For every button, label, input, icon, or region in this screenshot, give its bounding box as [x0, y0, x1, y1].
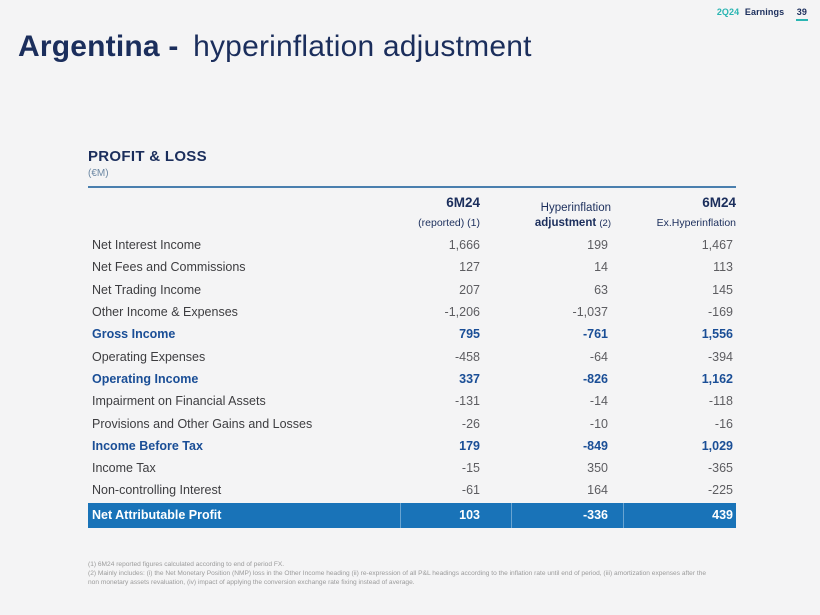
table-rows: Net Interest Income 1,666 199 1,467 Net Fees… [88, 234, 736, 528]
column-divider [400, 502, 401, 528]
row-value: 14 [594, 260, 608, 275]
column-header-adjustment: Hyperinflation adjustment (2) [480, 188, 611, 234]
column-header-reported-line2: (reported) (1) [418, 217, 480, 229]
row-label: Provisions and Other Gains and Losses [92, 416, 313, 431]
row-value: 113 [713, 260, 733, 275]
table-top-rule [88, 186, 736, 188]
row-label: Impairment on Financial Assets [92, 394, 266, 409]
row-value: 127 [459, 260, 480, 275]
column-header-exhyperinflation: 6M24 Ex.Hyperinflation [611, 188, 736, 234]
column-header-reported-line1: 6M24 [446, 195, 480, 210]
row-value: 337 [459, 371, 480, 386]
column-header-adjustment-bold: adjustment [534, 217, 597, 229]
pnl-table: 6M24 (reported) (1) Hyperinflation adjus… [88, 186, 736, 528]
column-header-adjustment-line1: Hyperinflation [540, 202, 611, 214]
row-label: Gross Income [92, 327, 176, 342]
section-heading: PROFIT & LOSS (€M) [88, 148, 207, 179]
earnings-label: Earnings [744, 7, 785, 17]
row-value: -118 [708, 394, 733, 409]
row-value: 103 [459, 508, 480, 523]
slide-header: 2Q24 Earnings 39 [717, 7, 808, 21]
row-value: -336 [582, 508, 608, 523]
quarter-label: 2Q24 [716, 7, 740, 17]
column-header-reported: 6M24 (reported) (1) [400, 188, 480, 234]
row-value: -849 [582, 438, 608, 453]
row-value: 1,162 [701, 371, 733, 386]
table-row: Net Interest Income 1,666 199 1,467 [88, 234, 736, 256]
page-title-regular: hyperinflation adjustment [193, 30, 532, 63]
row-value: -15 [461, 461, 480, 476]
column-header-exhyperinflation-line2: Ex.Hyperinflation [656, 217, 736, 229]
table-row: Income Tax -15 350 -365 [88, 457, 736, 479]
row-value: 350 [587, 461, 608, 476]
row-value: -169 [707, 305, 733, 320]
row-value: 1,666 [448, 238, 480, 253]
row-value: -365 [707, 461, 733, 476]
section-title: PROFIT & LOSS [88, 148, 207, 165]
column-header-exhyperinflation-line1: 6M24 [702, 195, 736, 210]
page-title: Argentina - hyperinflation adjustment [18, 30, 532, 64]
footnotes: (1) 6M24 reported figures calculated acc… [88, 560, 716, 587]
row-value: -61 [461, 483, 480, 498]
row-value: -10 [589, 416, 608, 431]
row-label: Operating Expenses [92, 349, 206, 364]
header-spacer [88, 188, 400, 234]
row-value: -14 [589, 394, 608, 409]
row-value: 795 [459, 327, 480, 342]
table-row: Net Attributable Profit 103 -336 439 [88, 502, 736, 528]
row-label: Other Income & Expenses [92, 305, 238, 320]
table-row: Operating Expenses -458 -64 -394 [88, 345, 736, 367]
row-value: 164 [587, 483, 608, 498]
row-value: 145 [712, 282, 733, 297]
row-value: 1,556 [701, 327, 733, 342]
table-row: Net Trading Income 207 63 145 [88, 279, 736, 301]
page-number: 39 [795, 7, 808, 21]
column-header-adjustment-line2: adjustment (2) [535, 217, 611, 229]
row-value: 63 [594, 282, 608, 297]
section-unit: (€M) [88, 168, 109, 179]
table-header-row: 6M24 (reported) (1) Hyperinflation adjus… [88, 188, 736, 234]
row-label: Operating Income [92, 371, 199, 386]
footnote-1: (1) 6M24 reported figures calculated acc… [88, 561, 285, 568]
table-row: Gross Income 795 -761 1,556 [88, 323, 736, 345]
row-value: -26 [461, 416, 480, 431]
table-row: Non-controlling Interest -61 164 -225 [88, 479, 736, 501]
table-row: Impairment on Financial Assets -131 -14 -11… [88, 390, 736, 412]
row-label: Net Fees and Commissions [92, 260, 246, 275]
row-value: 439 [712, 508, 733, 523]
row-label: Non-controlling Interest [92, 483, 222, 498]
row-label: Net Attributable Profit [92, 508, 222, 523]
table-row: Other Income & Expenses -1,206 -1,037 -169 [88, 301, 736, 323]
row-value: -394 [707, 349, 733, 364]
row-value: -225 [707, 483, 733, 498]
column-divider [623, 502, 624, 528]
footnote-2: (2) Mainly includes: (i) the Net Monetar… [88, 570, 707, 587]
row-label: Net Interest Income [92, 238, 202, 253]
table-row: Provisions and Other Gains and Losses -26… [88, 412, 736, 434]
table-row: Income Before Tax 179 -849 1,029 [88, 435, 736, 457]
row-label: Net Trading Income [92, 282, 202, 297]
table-row: Operating Income 337 -826 1,162 [88, 368, 736, 390]
row-value: -1,206 [444, 305, 480, 320]
row-value: 199 [587, 238, 608, 253]
column-divider [511, 502, 512, 528]
row-value: 1,029 [701, 438, 733, 453]
table-row: Net Fees and Commissions 127 14 113 [88, 256, 736, 278]
row-value: -761 [582, 327, 608, 342]
row-value: -826 [582, 371, 608, 386]
row-value: 1,467 [701, 238, 733, 253]
row-value: -1,037 [572, 305, 608, 320]
row-value: -64 [589, 349, 608, 364]
row-label: Income Before Tax [92, 438, 203, 453]
row-value: -16 [714, 416, 733, 431]
page-title-bold: Argentina - [18, 30, 179, 63]
column-header-adjustment-note: (2) [599, 218, 611, 229]
row-value: -458 [454, 349, 480, 364]
row-value: -131 [454, 394, 480, 409]
row-value: 179 [459, 438, 480, 453]
row-value: 207 [459, 282, 480, 297]
row-label: Income Tax [92, 461, 156, 476]
